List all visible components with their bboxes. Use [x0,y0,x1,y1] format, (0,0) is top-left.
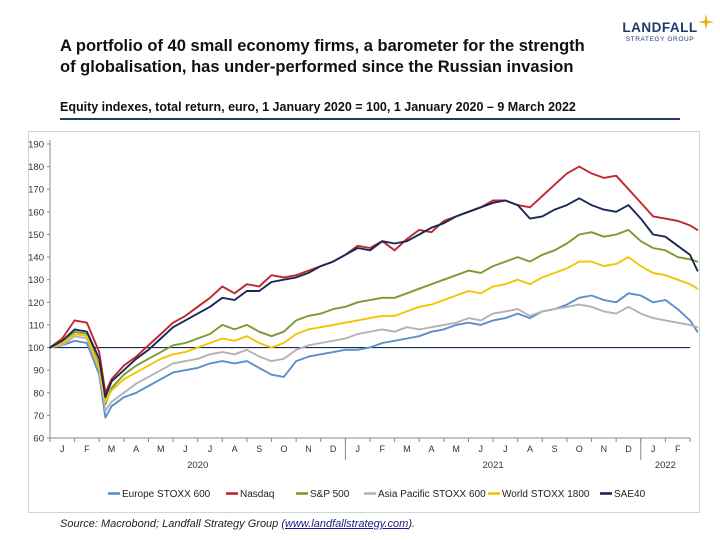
legend-label: Asia Pacific STOXX 600 [378,489,486,500]
x-month-label: N [305,444,312,454]
x-month-label: A [527,444,533,454]
chart-subtitle: Equity indexes, total return, euro, 1 Ja… [60,100,576,114]
legend-label: Nasdaq [240,489,274,500]
source-link[interactable]: www.landfallstrategy.com [285,518,409,530]
landfall-logo: LANDFALL STRATEGY GROUP [604,14,716,43]
logo-name: LANDFALL [622,20,698,35]
x-month-label: M [157,444,165,454]
x-month-label: M [403,444,411,454]
legend-label: Europe STOXX 600 [122,489,211,500]
x-year-label: 2021 [483,460,504,471]
x-month-label: F [675,444,681,454]
series-line-sae40 [49,197,699,399]
x-month-label: A [232,444,238,454]
y-tick-label: 60 [33,434,44,445]
y-tick-label: 120 [28,298,44,309]
subtitle-rule [60,118,680,120]
x-month-label: O [576,444,583,454]
x-month-label: J [651,444,656,454]
x-month-label: J [479,444,484,454]
chart-title: A portfolio of 40 small economy firms, a… [60,37,585,76]
x-month-label: O [280,444,287,454]
x-month-label: J [503,444,508,454]
series-line-europe-stoxx-600 [49,292,699,419]
x-month-label: S [552,444,558,454]
chart-frame [28,131,700,513]
legend-label: SAE40 [614,489,646,500]
y-tick-label: 160 [28,207,44,218]
y-tick-label: 150 [28,230,44,241]
x-month-label: A [429,444,435,454]
series-line-asia-pacific-stoxx-600 [49,303,699,412]
x-month-label: J [208,444,213,454]
y-tick-label: 90 [33,366,44,377]
x-month-label: A [133,444,139,454]
series-line-nasdaq [49,165,699,394]
x-month-label: F [380,444,386,454]
series-line-world-stoxx-1800 [49,256,699,403]
legend-label: World STOXX 1800 [502,489,590,500]
legend-label: S&P 500 [310,489,350,500]
y-tick-label: 70 [33,411,44,422]
y-tick-label: 140 [28,253,44,264]
y-tick-label: 100 [28,343,44,354]
x-month-label: J [60,444,65,454]
x-month-label: N [601,444,608,454]
y-tick-label: 110 [29,320,44,331]
x-year-label: 2020 [187,460,208,471]
star-icon [698,14,714,30]
x-month-label: M [452,444,460,454]
x-month-label: M [108,444,116,454]
y-tick-label: 80 [33,388,44,399]
x-month-label: S [256,444,262,454]
logo-tagline: STRATEGY GROUP [625,36,695,43]
x-month-label: J [355,444,360,454]
x-month-label: D [625,444,632,454]
x-year-label: 2022 [655,460,676,471]
y-tick-label: 180 [28,162,44,173]
source-prefix: Source: Macrobond; Landfall Strategy Gro… [60,518,286,530]
y-tick-label: 130 [28,275,44,286]
x-month-label: J [183,444,188,454]
source-note: Source: Macrobond; Landfall Strategy Gro… [60,518,700,530]
y-tick-label: 170 [28,185,44,196]
series-line-s-p-500 [49,228,699,406]
source-suffix: ). [408,518,416,530]
x-month-label: F [84,444,90,454]
y-tick-label: 190 [28,140,44,151]
x-month-label: D [330,444,337,454]
